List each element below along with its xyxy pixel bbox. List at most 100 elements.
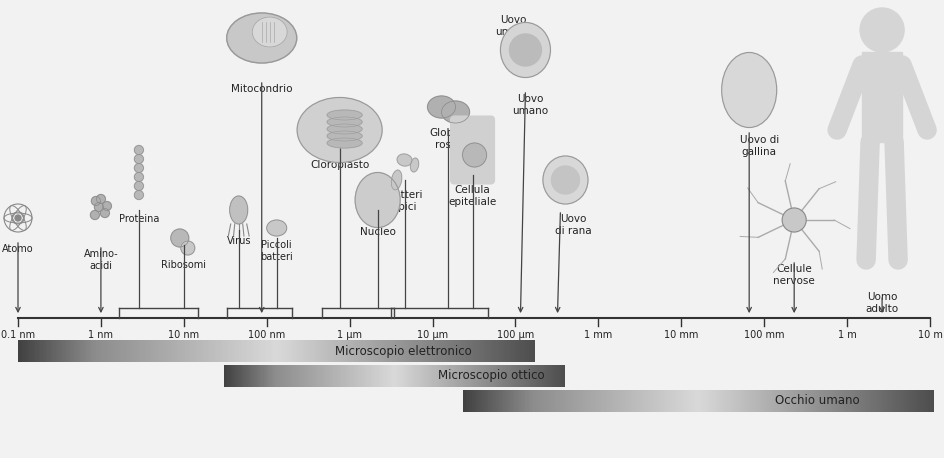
Bar xyxy=(503,390,505,412)
Bar xyxy=(287,340,289,362)
Bar xyxy=(473,340,475,362)
Bar xyxy=(422,340,423,362)
Bar xyxy=(879,390,881,412)
Bar xyxy=(760,390,761,412)
Bar xyxy=(322,340,323,362)
Bar xyxy=(446,340,447,362)
Bar xyxy=(230,340,232,362)
Bar xyxy=(168,340,170,362)
Bar xyxy=(156,340,158,362)
Bar xyxy=(352,365,354,387)
Text: Proteina: Proteina xyxy=(119,214,160,224)
Bar xyxy=(89,340,91,362)
Bar xyxy=(420,365,421,387)
Bar xyxy=(245,340,247,362)
Bar xyxy=(516,365,517,387)
Bar xyxy=(741,390,742,412)
Bar xyxy=(502,390,503,412)
Bar xyxy=(645,390,647,412)
Bar xyxy=(675,390,676,412)
Bar xyxy=(437,365,438,387)
Bar xyxy=(472,365,473,387)
Bar xyxy=(203,340,204,362)
Bar xyxy=(337,340,339,362)
Bar xyxy=(840,390,841,412)
Bar xyxy=(402,365,404,387)
Bar xyxy=(451,340,453,362)
Bar xyxy=(310,365,311,387)
Bar xyxy=(318,365,319,387)
Bar xyxy=(393,340,394,362)
Bar xyxy=(479,390,480,412)
Bar xyxy=(626,390,628,412)
Bar xyxy=(723,390,725,412)
Bar xyxy=(489,390,491,412)
Text: Occhio umano: Occhio umano xyxy=(774,394,859,408)
Bar xyxy=(727,390,728,412)
Bar xyxy=(678,390,680,412)
Bar xyxy=(485,340,487,362)
Ellipse shape xyxy=(328,110,362,120)
Bar xyxy=(499,340,501,362)
Bar xyxy=(470,365,471,387)
Bar xyxy=(218,340,220,362)
Ellipse shape xyxy=(229,196,247,224)
Bar xyxy=(99,340,101,362)
Bar xyxy=(249,340,251,362)
Bar xyxy=(497,365,498,387)
Bar xyxy=(58,340,59,362)
Bar xyxy=(429,340,430,362)
Bar xyxy=(435,340,437,362)
Bar xyxy=(543,390,545,412)
Bar xyxy=(770,390,772,412)
Bar xyxy=(647,390,648,412)
Bar xyxy=(882,390,884,412)
Circle shape xyxy=(860,8,904,52)
Bar xyxy=(466,365,467,387)
Bar xyxy=(733,390,734,412)
Bar xyxy=(110,340,111,362)
Bar xyxy=(320,340,322,362)
Bar xyxy=(210,340,211,362)
Bar xyxy=(394,340,396,362)
Bar xyxy=(272,340,273,362)
Bar xyxy=(323,340,325,362)
Bar xyxy=(492,365,493,387)
Bar xyxy=(615,390,616,412)
Bar xyxy=(183,340,185,362)
Bar xyxy=(670,390,671,412)
Bar xyxy=(896,390,898,412)
Bar xyxy=(929,390,931,412)
Circle shape xyxy=(100,208,110,218)
Bar xyxy=(498,390,500,412)
Bar xyxy=(222,340,224,362)
Bar xyxy=(463,340,464,362)
Bar xyxy=(401,340,403,362)
Bar xyxy=(545,365,546,387)
Bar xyxy=(68,340,70,362)
Bar xyxy=(317,365,318,387)
Ellipse shape xyxy=(392,170,402,190)
Bar xyxy=(917,390,919,412)
Bar xyxy=(493,390,494,412)
Bar xyxy=(111,340,113,362)
Bar xyxy=(258,365,259,387)
Bar xyxy=(549,390,550,412)
Bar xyxy=(178,340,180,362)
Bar xyxy=(926,390,928,412)
Bar xyxy=(467,365,468,387)
Bar xyxy=(716,390,717,412)
Bar xyxy=(458,340,460,362)
Bar xyxy=(124,340,125,362)
Bar xyxy=(455,365,456,387)
Bar xyxy=(265,365,266,387)
Bar xyxy=(559,365,560,387)
Bar xyxy=(293,340,294,362)
Bar xyxy=(264,340,266,362)
Bar xyxy=(713,390,714,412)
Bar xyxy=(275,365,277,387)
Bar xyxy=(84,340,85,362)
Bar xyxy=(303,340,304,362)
Bar xyxy=(39,340,41,362)
Bar xyxy=(120,340,122,362)
